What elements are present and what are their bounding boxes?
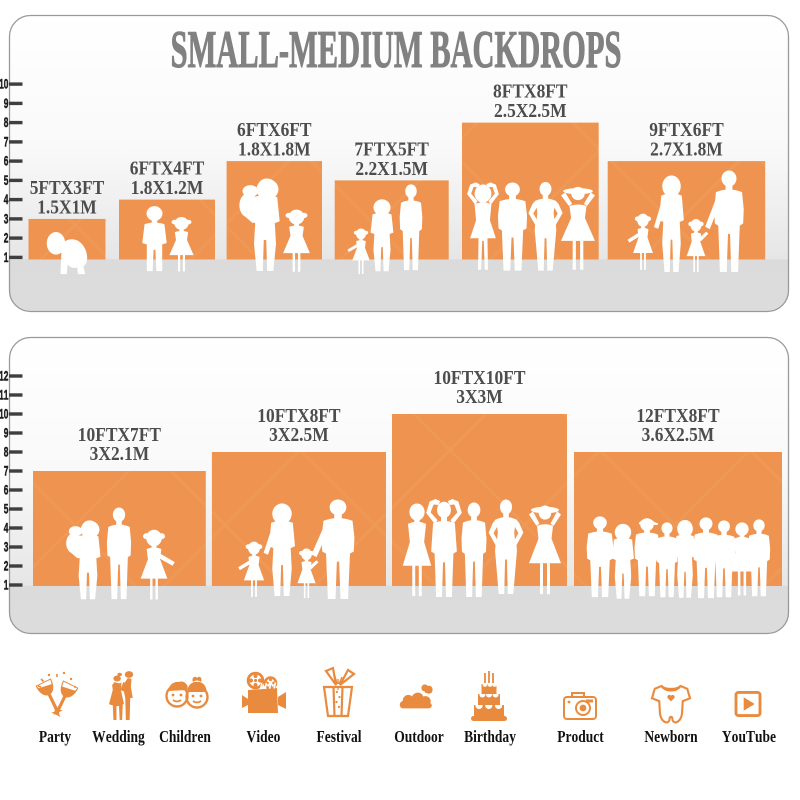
svg-text:9FTX6FT: 9FTX6FT [649, 119, 724, 142]
svg-text:8: 8 [4, 446, 9, 460]
svg-text:Children: Children [159, 729, 211, 746]
svg-text:1: 1 [4, 579, 9, 593]
svg-text:6FTX6FT: 6FTX6FT [237, 119, 312, 142]
svg-text:11: 11 [0, 389, 8, 403]
svg-text:2: 2 [4, 560, 9, 574]
svg-text:2: 2 [4, 232, 9, 246]
svg-text:Newborn: Newborn [644, 729, 698, 746]
svg-text:1: 1 [4, 251, 9, 265]
svg-text:7: 7 [4, 136, 9, 150]
svg-text:9: 9 [4, 97, 9, 111]
svg-text:SMALL-MEDIUM BACKDROPS: SMALL-MEDIUM BACKDROPS [171, 22, 622, 79]
svg-text:5FTX3FT: 5FTX3FT [30, 177, 105, 200]
svg-text:12: 12 [0, 370, 8, 384]
svg-text:9: 9 [4, 427, 9, 441]
svg-text:3X2.5M: 3X2.5M [269, 424, 329, 447]
svg-text:8: 8 [4, 116, 9, 130]
svg-text:7FTX5FT: 7FTX5FT [354, 138, 429, 161]
svg-text:6: 6 [4, 155, 9, 169]
svg-text:10: 10 [0, 78, 8, 92]
svg-text:3X3M: 3X3M [456, 386, 502, 409]
svg-text:2.7X1.8M: 2.7X1.8M [650, 138, 723, 161]
svg-text:2.5X2.5M: 2.5X2.5M [494, 100, 567, 123]
svg-text:10FTX7FT: 10FTX7FT [78, 424, 162, 447]
svg-text:4: 4 [4, 193, 9, 207]
svg-text:1.5X1M: 1.5X1M [37, 196, 97, 219]
svg-text:Wedding: Wedding [92, 729, 145, 746]
svg-text:10FTX8FT: 10FTX8FT [257, 405, 341, 428]
svg-text:Outdoor: Outdoor [394, 729, 444, 746]
svg-text:12FTX8FT: 12FTX8FT [636, 405, 720, 428]
svg-text:3X2.1M: 3X2.1M [90, 443, 150, 466]
svg-text:Video: Video [247, 729, 281, 746]
svg-text:Birthday: Birthday [464, 729, 516, 746]
svg-text:10FTX10FT: 10FTX10FT [434, 367, 526, 390]
svg-text:2.2X1.5M: 2.2X1.5M [355, 158, 428, 181]
svg-text:3.6X2.5M: 3.6X2.5M [642, 424, 715, 447]
svg-text:7: 7 [4, 465, 9, 479]
svg-text:6FTX4FT: 6FTX4FT [130, 157, 205, 180]
svg-text:Festival: Festival [316, 729, 361, 746]
svg-text:Product: Product [557, 729, 604, 746]
svg-text:1.8X1.2M: 1.8X1.2M [131, 177, 204, 200]
svg-text:3: 3 [4, 213, 9, 227]
svg-text:6: 6 [4, 484, 9, 498]
svg-text:1.8X1.8M: 1.8X1.8M [238, 138, 311, 161]
svg-text:3: 3 [4, 541, 9, 555]
svg-text:4: 4 [4, 522, 9, 536]
svg-text:5: 5 [4, 174, 9, 188]
svg-text:10: 10 [0, 408, 8, 422]
svg-text:5: 5 [4, 503, 9, 517]
svg-text:8FTX8FT: 8FTX8FT [493, 80, 568, 103]
svg-text:Party: Party [39, 729, 72, 746]
svg-text:YouTube: YouTube [722, 729, 776, 746]
